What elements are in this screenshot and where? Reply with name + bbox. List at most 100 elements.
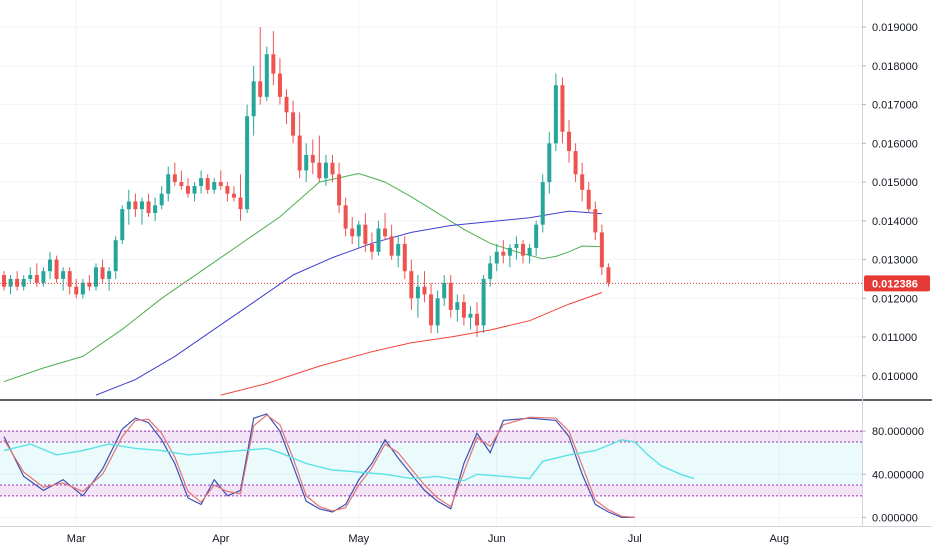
candle-body	[356, 224, 361, 237]
candle-body	[199, 178, 204, 186]
price-tick-label: 0.013000	[872, 255, 918, 267]
candle	[225, 182, 230, 202]
candle-body	[317, 162, 322, 179]
candle-body	[15, 278, 20, 287]
candle	[337, 162, 342, 214]
candle-body	[304, 154, 309, 171]
candle	[396, 236, 401, 268]
candle	[356, 220, 361, 248]
last-price-badge: 0.012386	[864, 275, 930, 292]
candle	[93, 263, 98, 291]
candle-body	[153, 205, 158, 214]
candle-body	[54, 259, 59, 279]
candle-body	[284, 96, 289, 113]
candle	[442, 275, 447, 307]
price-tick-label: 0.012000	[872, 293, 918, 305]
candle-body	[402, 244, 407, 272]
candle-body	[396, 244, 401, 256]
candle-body	[264, 54, 269, 97]
ma-mid-line	[95, 210, 602, 396]
candle	[455, 294, 460, 322]
candle	[350, 216, 355, 245]
candle-body	[514, 244, 519, 248]
candle-body	[310, 154, 315, 163]
candle	[34, 263, 39, 287]
candle	[231, 185, 236, 202]
candle	[8, 275, 13, 295]
candle	[593, 201, 598, 241]
candle	[422, 271, 427, 303]
candle	[369, 232, 374, 260]
candle-body	[560, 85, 565, 132]
candle	[87, 275, 92, 291]
candle	[258, 27, 263, 105]
candle	[199, 170, 204, 194]
candle	[264, 46, 269, 101]
ma-fast-line	[3, 172, 602, 383]
candle-body	[74, 286, 79, 295]
candle	[212, 178, 217, 194]
osc-mid-band	[0, 441, 862, 486]
candle	[435, 290, 440, 334]
candle	[284, 89, 289, 124]
candle-body	[599, 232, 604, 268]
candle	[475, 302, 480, 338]
candle-body	[455, 302, 460, 310]
candle-body	[47, 259, 52, 272]
candle	[238, 174, 243, 221]
last-price-badge-bg	[864, 275, 930, 292]
candle-body	[547, 143, 552, 183]
candle-body	[67, 271, 72, 287]
osc-tick-label: 40.000000	[872, 469, 924, 481]
candle-body	[61, 271, 66, 279]
candle-body	[139, 201, 144, 210]
candle	[534, 220, 539, 256]
candle-body	[540, 182, 545, 225]
candle-body	[501, 251, 506, 256]
candle	[100, 259, 105, 283]
candle-body	[277, 73, 282, 97]
candle	[21, 275, 26, 291]
candle-body	[225, 185, 230, 194]
candle-body	[553, 85, 558, 144]
candle-body	[330, 162, 335, 175]
candle	[389, 224, 394, 260]
candle	[599, 224, 604, 276]
price-tick-label: 0.015000	[872, 177, 918, 189]
candle	[2, 271, 6, 291]
candle-body	[87, 282, 92, 287]
x-tick-label: Mar	[67, 533, 86, 545]
candle-body	[573, 151, 578, 175]
candle-body	[422, 286, 427, 295]
candle-body	[100, 267, 105, 279]
candle	[185, 178, 190, 198]
candle	[159, 185, 164, 210]
candle-body	[159, 193, 164, 206]
osc-series-line	[3, 439, 695, 482]
candle-body	[448, 282, 453, 310]
candle	[113, 236, 118, 279]
candle	[521, 240, 526, 264]
candle	[488, 255, 493, 287]
candle-body	[468, 313, 473, 318]
candle	[133, 193, 138, 217]
candle	[323, 154, 328, 186]
candle	[126, 189, 131, 225]
candle	[402, 236, 407, 279]
price-tick-label: 0.014000	[872, 216, 918, 228]
candle-body	[343, 205, 348, 229]
candle	[297, 112, 302, 179]
candle	[192, 182, 197, 202]
candle	[166, 166, 171, 202]
candle-body	[389, 236, 394, 256]
candle-body	[494, 251, 499, 264]
candle-body	[133, 201, 138, 210]
candle	[507, 244, 512, 268]
candle-body	[185, 185, 190, 194]
candle	[514, 236, 519, 260]
candle	[540, 174, 545, 233]
candle-body	[586, 189, 591, 210]
candle	[448, 275, 453, 318]
candle-body	[507, 247, 512, 256]
